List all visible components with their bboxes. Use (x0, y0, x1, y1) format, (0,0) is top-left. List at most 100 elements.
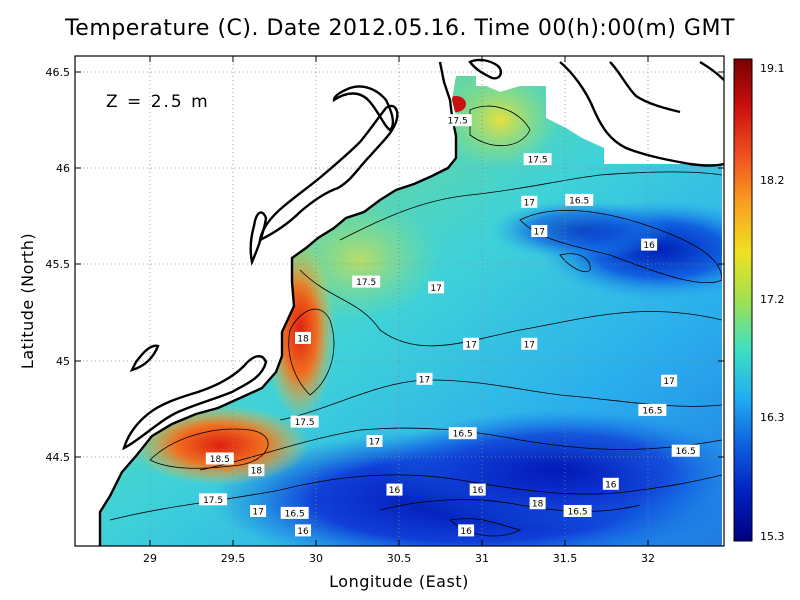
contour-label-text: 16 (605, 480, 617, 490)
contour-label-text: 16 (643, 241, 655, 251)
contour-label-box (641, 238, 658, 251)
tick-marks (75, 56, 724, 546)
contour-label: 17.5 (290, 415, 319, 428)
contour-label-box (638, 403, 667, 416)
contour-label-box (563, 505, 592, 517)
colorbar-tick-label: 18.2 (760, 174, 785, 187)
contour-label-text: 16.5 (453, 430, 473, 440)
contour-label-text: 16 (460, 527, 472, 537)
contour-label-text: 16.5 (676, 447, 696, 457)
contour-label: 18 (248, 464, 265, 477)
contour-label-box (458, 524, 475, 537)
contour-label-text: 17 (430, 284, 441, 294)
contour-label-box (602, 477, 619, 490)
contour-label: 16.5 (280, 506, 309, 519)
contour-label: 17.5 (352, 275, 381, 288)
contour-label-text: 16.5 (642, 406, 662, 416)
colorbar-tick-label: 16.3 (760, 411, 785, 424)
x-tick-label: 32 (641, 552, 655, 565)
contour-label-box (521, 337, 538, 350)
contour-label-box (386, 483, 403, 496)
y-tick-label: 45 (56, 355, 70, 368)
contour-label-text: 17 (252, 508, 263, 518)
contour-label: 16 (386, 483, 403, 496)
contour-label-text: 16.5 (568, 508, 588, 518)
x-tick-labels: 29 29.5 30 30.5 31 31.5 32 (143, 552, 655, 565)
contour-label: 16 (458, 524, 475, 537)
x-tick-label: 29 (143, 552, 157, 565)
colorbar-tick-label: 17.2 (760, 293, 785, 306)
contour-label-box (428, 281, 445, 294)
contour-label-box (661, 374, 678, 387)
contour-label: 16.5 (563, 505, 592, 518)
contour-label-box (448, 427, 477, 440)
contour-label: 17 (661, 374, 678, 387)
x-tick-label: 29.5 (221, 552, 246, 565)
grid-lines (75, 56, 724, 546)
depth-label: Z = 2.5 m (106, 92, 210, 112)
y-axis-title: Latitude (North) (18, 233, 37, 369)
y-tick-label: 46.5 (46, 66, 71, 79)
contour-label: 16.5 (671, 444, 700, 457)
contour-label-text: 16.5 (285, 509, 305, 519)
contour-label-box (416, 372, 433, 385)
contour-label-text: 17 (465, 340, 476, 350)
contour-label: 16 (295, 524, 311, 537)
contour-label-box (521, 195, 538, 208)
contour-label: 18.5 (205, 452, 234, 465)
contour-label-text: 17 (369, 438, 380, 448)
x-tick-label: 31.5 (553, 552, 578, 565)
contour-label-box (199, 493, 228, 506)
colorbar-tick-label: 15.3 (760, 530, 785, 543)
contour-label-text: 17.5 (528, 156, 548, 166)
contour-label-text: 16 (389, 486, 401, 496)
contour-label-box (443, 114, 472, 127)
contour-label-box (531, 225, 548, 237)
contour-label-text: 16 (297, 527, 309, 537)
contour-label: 17 (521, 337, 538, 350)
chart-title: Temperature (C). Date 2012.05.16. Time 0… (65, 16, 735, 41)
contour-label: 17 (250, 505, 267, 518)
contour-label-text: 16.5 (569, 196, 589, 206)
contour-label-text: 17.5 (203, 496, 223, 506)
contour-label-box (248, 464, 265, 477)
contour-label: 17 (531, 225, 548, 238)
contour-label-box (295, 524, 311, 537)
contour-label: 16.5 (565, 193, 594, 206)
x-tick-label: 30.5 (387, 552, 412, 565)
contour-label-box (523, 153, 552, 166)
contour-label: 16.5 (638, 403, 667, 416)
y-tick-labels: 46.5 46 45.5 45 44.5 (46, 66, 71, 464)
contour-label-text: 17.5 (356, 278, 376, 288)
contour-label-box (469, 483, 486, 496)
contour-label-text: 17 (524, 340, 535, 350)
contour-label: 16.5 (448, 427, 477, 440)
contour-label: 17 (463, 337, 480, 350)
contour-label: 16 (641, 238, 658, 251)
contour-label: 17.5 (199, 493, 228, 506)
coastline (98, 58, 724, 546)
x-tick-label: 31 (475, 552, 489, 565)
contour-label-text: 17 (419, 375, 430, 385)
y-tick-label: 45.5 (46, 258, 71, 271)
contour-label-text: 18.5 (210, 455, 230, 465)
y-tick-label: 44.5 (46, 451, 71, 464)
contour-label-text: 17 (524, 198, 535, 208)
colorbar-tick-label: 19.1 (760, 62, 785, 75)
contour-label-box (250, 505, 267, 517)
contour-label-box (295, 331, 311, 344)
contour-label-box (352, 275, 381, 288)
y-tick-label: 46 (56, 162, 70, 175)
contour-label: 17 (366, 435, 383, 448)
contour-label-box (366, 435, 383, 447)
contour-label-box (671, 444, 700, 457)
contour-label: 18 (295, 331, 311, 344)
contour-label-box (205, 452, 234, 465)
contour-label-box (290, 415, 319, 428)
contour-label: 16 (602, 477, 619, 490)
contour-labels: 17.5 17.5 16.5 17 17 16 17.5 17 18 17 17 17 17 17.5 16… (199, 114, 700, 537)
contour-label-box (280, 506, 309, 519)
x-tick-label: 30 (309, 552, 323, 565)
contour-label-text: 17.5 (295, 418, 315, 428)
